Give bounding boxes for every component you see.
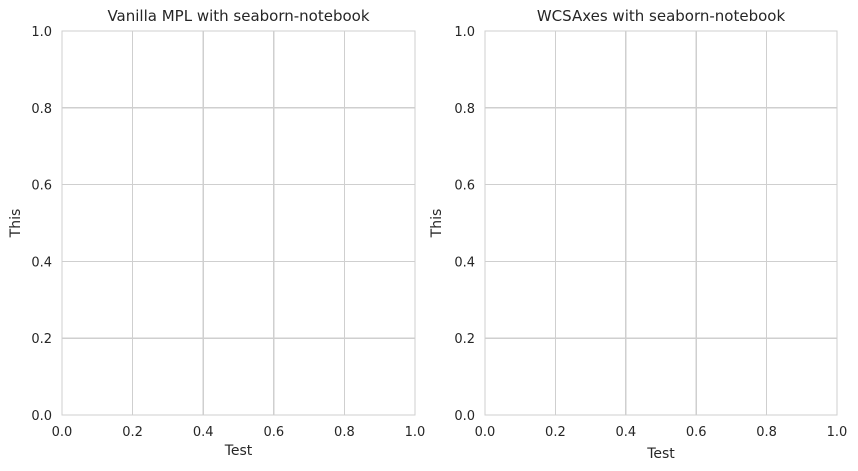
chart-title: WCSAxes with seaborn-notebook [537, 7, 786, 25]
y-tick-label: 1.0 [31, 25, 52, 40]
axes-frame [484, 30, 838, 416]
y-tick-label: 0.0 [31, 409, 52, 424]
x-tick-label: 0.8 [756, 425, 777, 440]
y-tick-label: 0.4 [454, 255, 475, 270]
x-tick-label: 0.6 [686, 425, 707, 440]
x-tick-label: 0.6 [263, 425, 284, 440]
y-tick-label: 0.6 [31, 179, 52, 194]
x-tick-label: 0.0 [475, 425, 496, 440]
x-tick-label: 1.0 [405, 425, 426, 440]
y-tick-label: 0.8 [454, 102, 475, 117]
axes-frame [61, 30, 416, 416]
chart-panel-2: 0.0 0.2 0.4 0.6 0.8 1.0 0.0 0.2 0.4 0.6 0.8 1.0 WCSA… [429, 7, 847, 462]
y-tick-label: 0.8 [31, 102, 52, 117]
x-tick-label: 1.0 [827, 425, 848, 440]
y-axis-label: This [429, 209, 445, 239]
y-tick-label: 0.6 [454, 179, 475, 194]
y-tick-label: 1.0 [454, 25, 475, 40]
chart-panel-1: 0.0 0.2 0.4 0.6 0.8 1.0 0.0 0.2 0.4 0.6 0.8 1.0 Vani… [8, 7, 425, 459]
y-axis-label: This [8, 209, 24, 239]
y-tick-label: 0.2 [31, 332, 52, 347]
y-tick-label: 0.4 [31, 255, 52, 270]
x-axis-label: Test [224, 443, 253, 459]
y-tick-label: 0.0 [454, 409, 475, 424]
x-axis-label: Test [646, 446, 675, 462]
chart-title: Vanilla MPL with seaborn-notebook [107, 7, 369, 25]
x-tick-label: 0.2 [122, 425, 143, 440]
x-tick-label: 0.4 [193, 425, 214, 440]
x-tick-label: 0.2 [545, 425, 566, 440]
x-tick-label: 0.8 [334, 425, 355, 440]
x-tick-label: 0.0 [52, 425, 73, 440]
y-tick-label: 0.2 [454, 332, 475, 347]
x-tick-label: 0.4 [615, 425, 636, 440]
